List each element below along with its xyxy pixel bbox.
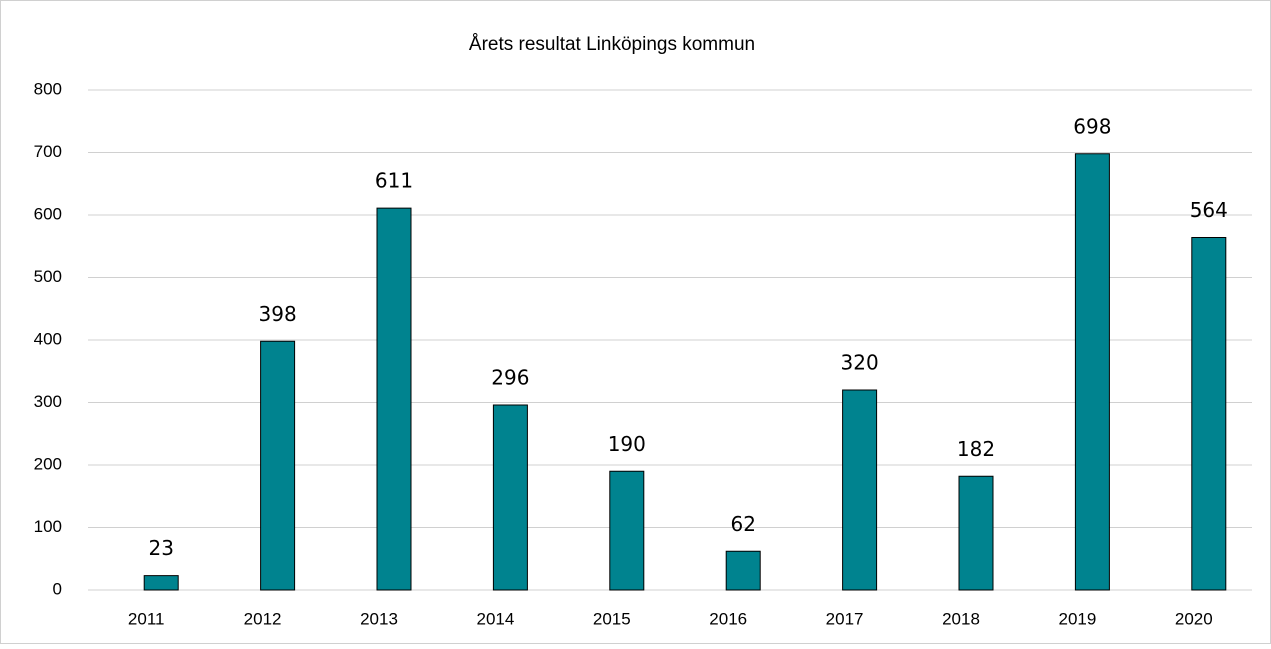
x-tick-label: 2014 bbox=[476, 609, 514, 628]
y-tick-label: 400 bbox=[34, 329, 62, 348]
y-tick-label: 200 bbox=[34, 454, 62, 473]
x-tick-label: 2011 bbox=[128, 609, 165, 628]
x-tick-label: 2016 bbox=[709, 609, 747, 628]
bar bbox=[376, 207, 412, 591]
y-tick-label: 800 bbox=[34, 79, 62, 98]
data-label: 398 bbox=[259, 302, 297, 326]
bar bbox=[842, 389, 878, 591]
bar bbox=[958, 475, 994, 591]
y-tick-label: 100 bbox=[34, 517, 62, 536]
x-tick-label: 2018 bbox=[942, 609, 980, 628]
y-tick-label: 500 bbox=[34, 267, 62, 286]
x-tick-label: 2013 bbox=[360, 609, 398, 628]
y-tick-label: 300 bbox=[34, 392, 62, 411]
y-tick-label: 700 bbox=[34, 142, 62, 161]
bar bbox=[260, 340, 296, 591]
data-label: 62 bbox=[730, 512, 755, 536]
data-label: 182 bbox=[957, 437, 995, 461]
data-label: 296 bbox=[491, 366, 529, 390]
data-label: 190 bbox=[608, 432, 646, 456]
x-tick-label: 2017 bbox=[826, 609, 864, 628]
data-label: 23 bbox=[148, 536, 173, 560]
bar bbox=[1074, 153, 1110, 591]
y-tick-label: 600 bbox=[34, 204, 62, 223]
bar bbox=[609, 470, 645, 591]
data-label: 698 bbox=[1073, 114, 1111, 138]
bar bbox=[725, 550, 761, 591]
x-tick-label: 2020 bbox=[1175, 609, 1213, 628]
bar bbox=[1191, 237, 1227, 591]
y-tick-label: 0 bbox=[53, 579, 62, 598]
bar bbox=[492, 404, 528, 591]
data-label: 611 bbox=[375, 169, 413, 193]
x-tick-label: 2019 bbox=[1058, 609, 1096, 628]
data-label: 564 bbox=[1190, 198, 1228, 222]
bar bbox=[143, 575, 179, 591]
x-tick-label: 2015 bbox=[593, 609, 631, 628]
chart-title: Årets resultat Linköpings kommun bbox=[469, 34, 755, 55]
x-tick-label: 2012 bbox=[244, 609, 282, 628]
data-label: 320 bbox=[841, 351, 879, 375]
